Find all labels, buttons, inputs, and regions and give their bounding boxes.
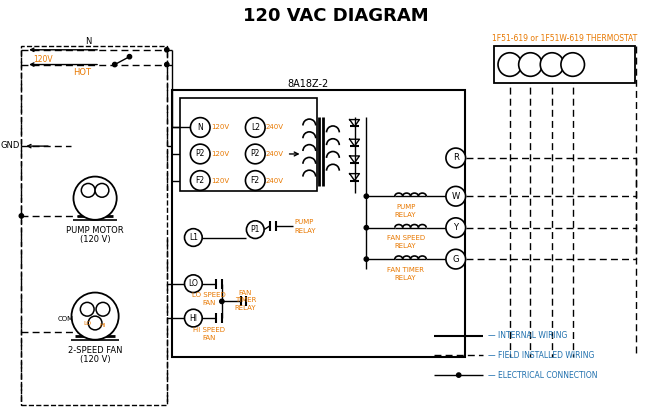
Text: Y: Y [453,223,458,232]
Text: G: G [452,255,459,264]
Circle shape [88,316,102,330]
Text: RELAY: RELAY [234,305,256,311]
Text: R: R [453,153,459,163]
Text: L2: L2 [251,123,260,132]
Bar [494,46,634,83]
Text: RELAY: RELAY [395,243,417,249]
Circle shape [184,275,202,292]
Circle shape [113,62,117,67]
Circle shape [456,373,461,377]
Circle shape [127,54,131,59]
Text: W: W [525,59,536,70]
Circle shape [81,184,95,197]
Circle shape [190,171,210,190]
Text: F2: F2 [251,176,260,185]
Circle shape [74,176,117,220]
Circle shape [165,48,169,52]
Text: F2: F2 [196,176,205,185]
Text: HOT: HOT [73,68,91,77]
Text: P1: P1 [251,225,260,234]
Text: 120V: 120V [211,151,229,157]
Text: R: R [506,59,514,70]
Circle shape [184,309,202,327]
Text: W: W [452,192,460,201]
Text: FAN TIMER: FAN TIMER [387,267,424,273]
Circle shape [245,118,265,137]
Text: 2-SPEED FAN: 2-SPEED FAN [68,346,123,355]
Text: (120 V): (120 V) [80,235,111,244]
Text: RELAY: RELAY [395,275,417,281]
Circle shape [561,53,584,76]
Text: 240V: 240V [266,124,284,130]
Circle shape [364,194,368,198]
Text: 120V: 120V [211,124,229,130]
Bar [172,90,464,357]
Circle shape [519,53,542,76]
Circle shape [446,249,466,269]
Circle shape [96,303,110,316]
Text: 240V: 240V [266,178,284,184]
Text: 120 VAC DIAGRAM: 120 VAC DIAGRAM [243,8,429,26]
Text: FAN: FAN [202,335,216,341]
Text: 240V: 240V [266,151,284,157]
Circle shape [95,184,109,197]
Text: FAN: FAN [202,300,216,306]
Circle shape [446,186,466,206]
Text: PUMP: PUMP [295,219,314,225]
Text: 8A18Z-2: 8A18Z-2 [287,79,329,89]
Circle shape [19,214,23,218]
Text: P2: P2 [196,150,205,158]
Circle shape [190,144,210,164]
Text: COM: COM [58,316,74,322]
Circle shape [245,144,265,164]
Circle shape [446,218,466,238]
Text: GND: GND [0,141,19,150]
Circle shape [247,221,264,238]
Text: 120V: 120V [33,55,53,64]
Text: (120 V): (120 V) [80,355,111,364]
Text: PUMP MOTOR: PUMP MOTOR [66,226,124,235]
Text: RELAY: RELAY [395,212,417,218]
Text: FAN: FAN [239,290,252,295]
Text: N: N [198,123,203,132]
Text: LO SPEED: LO SPEED [192,292,226,298]
Circle shape [220,299,224,303]
Circle shape [446,148,466,168]
Circle shape [72,292,119,340]
Circle shape [498,53,522,76]
Text: L1: L1 [189,233,198,242]
Text: — INTERNAL WIRING: — INTERNAL WIRING [488,331,567,340]
Text: HI: HI [190,313,198,323]
Circle shape [165,62,169,67]
Circle shape [80,303,94,316]
Bar [180,98,317,191]
Text: HI SPEED: HI SPEED [193,327,225,333]
Text: 120V: 120V [211,178,229,184]
Text: Y: Y [549,59,555,70]
Text: HI: HI [100,323,107,328]
Bar [21,46,167,405]
Text: 1F51-619 or 1F51W-619 THERMOSTAT: 1F51-619 or 1F51W-619 THERMOSTAT [492,34,637,44]
Circle shape [540,53,564,76]
Text: G: G [569,59,577,70]
Circle shape [184,229,202,246]
Circle shape [245,171,265,190]
Text: LO: LO [83,321,91,326]
Circle shape [364,257,368,261]
Text: — ELECTRICAL CONNECTION: — ELECTRICAL CONNECTION [488,370,598,380]
Text: P2: P2 [251,150,260,158]
Text: PUMP: PUMP [396,204,415,210]
Text: LO: LO [188,279,198,288]
Text: — FIELD INSTALLED WIRING: — FIELD INSTALLED WIRING [488,351,594,360]
Text: TIMER: TIMER [234,297,256,303]
Text: FAN SPEED: FAN SPEED [387,235,425,241]
Circle shape [190,118,210,137]
Circle shape [364,225,368,230]
Text: RELAY: RELAY [295,228,316,234]
Text: N: N [85,37,91,47]
